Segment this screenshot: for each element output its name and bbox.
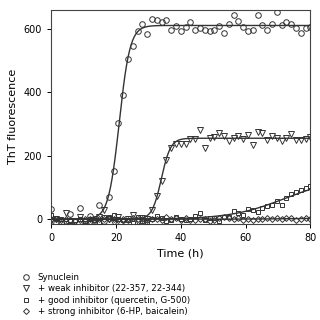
Y-axis label: ThT fluorescence: ThT fluorescence xyxy=(8,69,18,164)
X-axis label: Time (h): Time (h) xyxy=(157,249,204,259)
Legend: Synuclein, + weak inhibitor (22-357, 22-344), + good inhibitor (quercetin, G-500: Synuclein, + weak inhibitor (22-357, 22-… xyxy=(17,273,190,316)
